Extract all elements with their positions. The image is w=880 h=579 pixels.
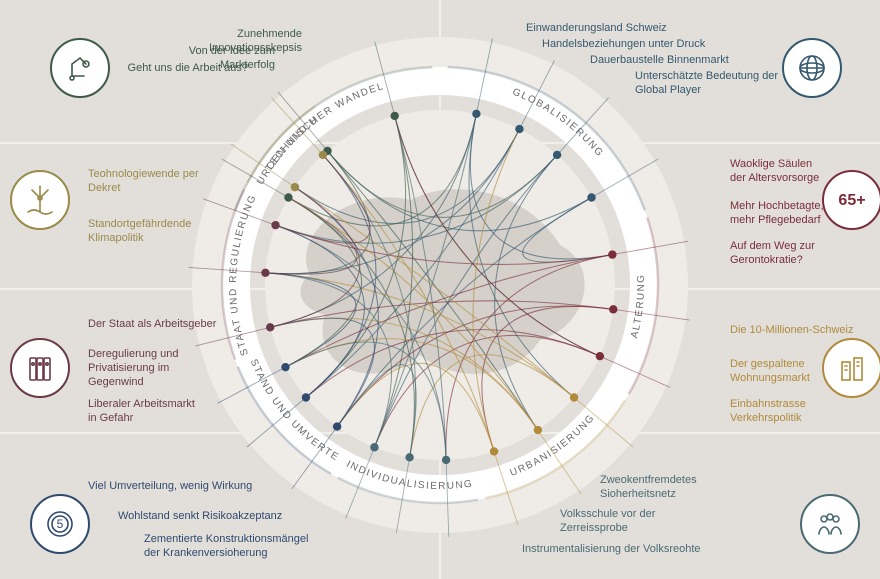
indiv-icon (800, 494, 860, 554)
urban-icon (822, 338, 880, 398)
node-indiv_c (370, 443, 378, 451)
tech-icon (50, 38, 110, 98)
node-urban_c (490, 447, 498, 455)
node-urban_b (534, 426, 542, 434)
alter-icon: 65+ (822, 170, 880, 230)
ress-icon (10, 170, 70, 230)
node-staat_a (266, 323, 274, 331)
node-wohl_a (333, 422, 341, 430)
wohl-icon: 5 (30, 494, 90, 554)
chord-diagram: TECHNISCHER WANDELGLOBALISIERUNGALTERUNG… (0, 0, 880, 579)
svg-text:5: 5 (57, 517, 64, 531)
node-global_a (472, 110, 480, 118)
svg-text:65+: 65+ (838, 192, 865, 209)
global-icon (782, 38, 842, 98)
staat-icon (10, 338, 70, 398)
node-alter_c (596, 352, 604, 360)
sector-label-ress: RESSOURCEN UND UMWELT (0, 0, 321, 187)
